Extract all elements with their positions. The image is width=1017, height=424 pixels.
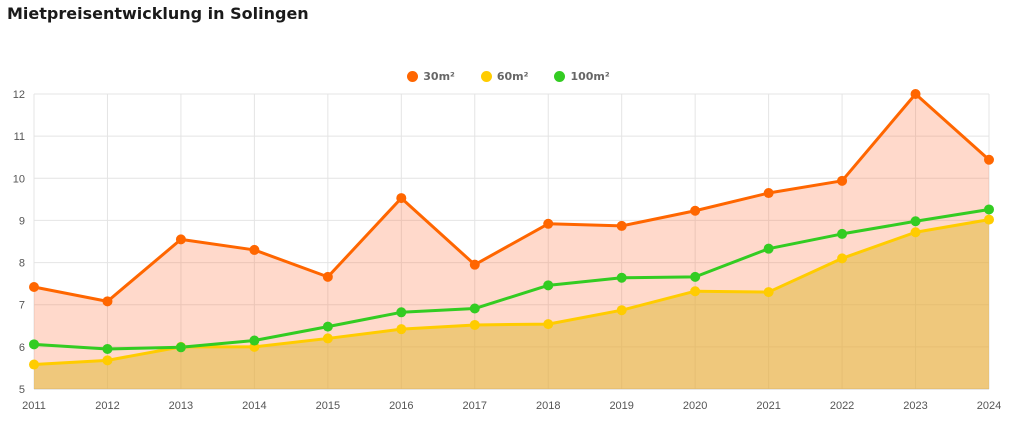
point-100m²-2021 [763, 243, 774, 254]
point-60m²-2015 [322, 333, 333, 344]
point-60m²-2016 [396, 324, 407, 335]
point-30m²-2023 [910, 89, 921, 99]
point-100m²-2017 [469, 303, 480, 314]
y-tick-label-9: 9 [19, 215, 25, 227]
x-tick-label-2015: 2015 [316, 400, 340, 412]
point-30m²-2021 [763, 188, 774, 199]
point-60m²-2011 [29, 359, 39, 370]
series-line-100m² [33, 207, 990, 351]
x-tick-label-2016: 2016 [389, 400, 413, 412]
x-tick-label-2020: 2020 [683, 400, 707, 412]
point-30m²-2012 [102, 296, 113, 307]
point-60m²-2024 [984, 214, 994, 225]
point-30m²-2024 [984, 154, 994, 165]
legend-item-30[interactable]: 30m² [407, 70, 455, 83]
point-60m²-2012 [102, 355, 113, 366]
x-tick-label-2017: 2017 [463, 400, 487, 412]
y-tick-label-7: 7 [19, 300, 25, 312]
point-100m²-2016 [396, 307, 407, 318]
legend-label-100: 100m² [570, 70, 610, 83]
y-tick-label-11: 11 [14, 131, 25, 143]
y-tick-label-8: 8 [19, 258, 25, 270]
legend-label-30: 30m² [423, 70, 455, 83]
point-30m²-2019 [616, 220, 627, 231]
point-100m²-2011 [29, 339, 39, 350]
point-30m²-2013 [175, 234, 186, 245]
point-100m²-2014 [249, 335, 260, 346]
point-30m²-2016 [396, 193, 407, 204]
x-tick-label-2018: 2018 [536, 400, 560, 412]
x-tick-label-2013: 2013 [169, 400, 193, 412]
y-tick-label-6: 6 [19, 342, 25, 354]
legend-item-100[interactable]: 100m² [554, 70, 610, 83]
point-60m²-2023 [910, 227, 921, 238]
point-100m²-2015 [322, 321, 333, 332]
series-line-30m² [33, 92, 991, 303]
point-60m²-2021 [763, 287, 774, 298]
x-tick-label-2021: 2021 [756, 400, 780, 412]
point-60m²-2018 [543, 319, 554, 330]
point-100m²-2020 [690, 271, 701, 282]
point-30m²-2018 [543, 218, 554, 229]
x-tick-label-2012: 2012 [95, 400, 119, 412]
point-30m²-2017 [469, 259, 480, 270]
x-tick-label-2011: 2011 [22, 400, 46, 412]
point-60m²-2019 [616, 305, 627, 316]
point-30m²-2014 [249, 244, 260, 255]
x-tick-label-2024: 2024 [977, 400, 1001, 412]
y-tick-label-5: 5 [19, 384, 25, 396]
legend-label-60: 60m² [496, 70, 529, 83]
area-60m² [34, 219, 989, 389]
point-60m²-2020 [690, 286, 701, 297]
chart-title: Mietpreisentwicklung in Solingen [7, 4, 309, 23]
point-100m²-2024 [984, 204, 994, 215]
point-100m²-2022 [837, 228, 848, 239]
x-tick-label-2014: 2014 [242, 400, 266, 412]
point-100m²-2023 [910, 216, 921, 227]
legend-marker-30 [407, 71, 419, 82]
legend-marker-60 [480, 71, 492, 82]
y-tick-label-12: 12 [13, 89, 25, 101]
legend-marker-100 [554, 71, 566, 82]
y-tick-label-10: 10 [13, 173, 25, 185]
point-30m²-2015 [322, 271, 333, 282]
point-100m²-2013 [175, 342, 186, 353]
chart-legend: 30m² 60m² 100m² [0, 70, 1017, 83]
point-30m²-2022 [837, 175, 848, 186]
point-100m²-2012 [102, 343, 113, 354]
x-tick-label-2019: 2019 [609, 400, 633, 412]
point-60m²-2022 [837, 253, 848, 264]
point-100m²-2019 [616, 272, 627, 283]
point-30m²-2011 [29, 282, 39, 293]
x-tick-label-2023: 2023 [903, 400, 927, 412]
point-100m²-2018 [543, 280, 554, 291]
point-60m²-2017 [469, 319, 480, 330]
point-30m²-2020 [690, 205, 701, 216]
legend-item-60[interactable]: 60m² [480, 70, 529, 83]
x-tick-label-2022: 2022 [830, 400, 854, 412]
